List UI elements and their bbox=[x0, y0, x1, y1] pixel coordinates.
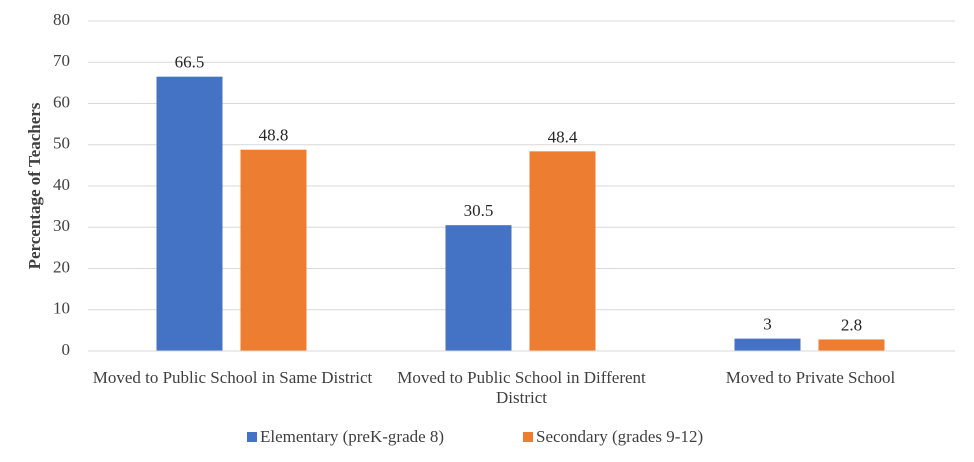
bar bbox=[734, 338, 801, 351]
bar bbox=[818, 339, 885, 351]
x-tick-label-box: Moved to Public School in Different Dist… bbox=[397, 368, 646, 407]
x-tick-label: Moved to Public School in Different Dist… bbox=[397, 368, 646, 407]
y-tick-label: 80 bbox=[53, 10, 70, 29]
bar bbox=[156, 76, 223, 351]
legend-swatch bbox=[523, 432, 533, 442]
bar bbox=[240, 149, 307, 351]
legend-swatch bbox=[247, 432, 257, 442]
y-tick-label: 10 bbox=[53, 299, 70, 318]
data-label: 30.5 bbox=[464, 201, 494, 220]
x-tick-label: Moved to Public School in Same District bbox=[92, 368, 373, 387]
data-label: 3 bbox=[763, 315, 772, 334]
bar bbox=[445, 225, 512, 351]
y-axis-title: Percentage of Teachers bbox=[25, 102, 44, 269]
x-tick-label-box: Moved to Public School in Same District bbox=[92, 368, 373, 387]
y-tick-label: 50 bbox=[53, 134, 70, 153]
data-label: 2.8 bbox=[841, 315, 862, 334]
data-label: 48.8 bbox=[259, 126, 289, 145]
y-tick-label: 70 bbox=[53, 51, 70, 70]
y-tick-label: 60 bbox=[53, 92, 70, 111]
y-tick-label: 30 bbox=[53, 216, 70, 235]
y-tick-label: 40 bbox=[53, 175, 70, 194]
y-tick-label: 20 bbox=[53, 257, 70, 276]
legend-label: Secondary (grades 9-12) bbox=[536, 427, 703, 446]
x-tick-label-box: Moved to Private School bbox=[725, 368, 896, 387]
data-label: 66.5 bbox=[175, 53, 205, 72]
bar bbox=[529, 151, 596, 351]
data-label: 48.4 bbox=[548, 127, 578, 146]
y-tick-label: 0 bbox=[62, 340, 71, 359]
legend-label: Elementary (preK-grade 8) bbox=[260, 427, 444, 446]
x-tick-label: Moved to Private School bbox=[725, 368, 896, 387]
